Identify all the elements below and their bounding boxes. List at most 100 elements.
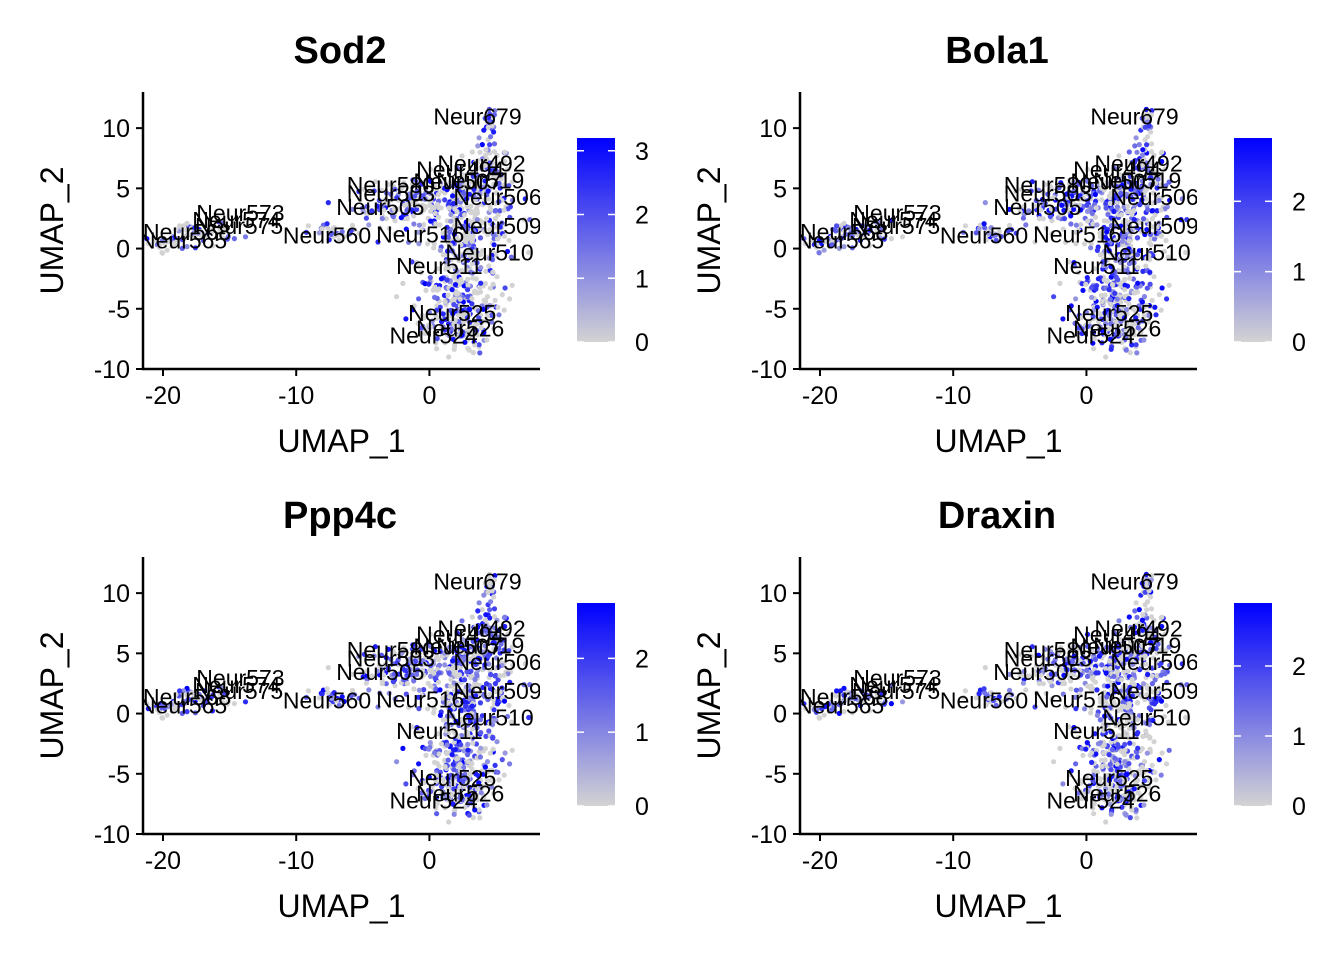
cell-point	[1068, 213, 1074, 219]
cell-point	[837, 688, 844, 694]
cell-point	[434, 811, 440, 817]
cell-point	[361, 651, 367, 658]
cell-point	[1122, 247, 1128, 253]
cell-point	[392, 696, 398, 702]
cell-point	[469, 726, 475, 732]
cell-point	[450, 761, 456, 768]
legend-tick-label: 2	[635, 645, 649, 673]
cell-point	[1068, 768, 1074, 774]
cell-point	[459, 797, 465, 803]
cell-point	[1108, 302, 1114, 308]
cell-point	[486, 196, 492, 202]
cell-point	[1091, 801, 1097, 807]
cell-point	[194, 229, 200, 235]
cell-point	[458, 742, 464, 748]
cell-point	[496, 312, 502, 318]
cell-point	[1140, 681, 1147, 687]
cell-point	[998, 233, 1004, 240]
cell-point	[419, 667, 425, 673]
cell-point	[1111, 733, 1117, 739]
cell-point	[1115, 707, 1121, 713]
cell-point	[491, 326, 497, 332]
cell-point	[204, 234, 210, 240]
cell-point	[1152, 169, 1158, 175]
cluster-label: Neur575	[852, 213, 940, 239]
cell-point	[1115, 661, 1121, 667]
cell-point	[432, 294, 438, 300]
cell-point	[1134, 191, 1140, 197]
cell-point	[477, 284, 483, 290]
cell-point	[1107, 296, 1113, 302]
cell-point	[487, 119, 493, 125]
cell-point	[502, 623, 508, 630]
cell-point	[1066, 672, 1072, 678]
cell-point	[202, 688, 208, 694]
cell-point	[1158, 698, 1165, 704]
cell-point	[447, 242, 453, 248]
cell-point	[427, 323, 434, 330]
cell-point	[465, 332, 471, 338]
cell-point	[1149, 208, 1155, 214]
cell-point	[485, 231, 491, 238]
cluster-label: Neur510	[445, 705, 533, 731]
cell-point	[1151, 152, 1157, 158]
cell-point	[1088, 241, 1094, 247]
cell-point	[866, 708, 873, 714]
cell-point	[1053, 671, 1059, 677]
cell-point	[423, 287, 429, 293]
legend-tick-label: 1	[1292, 259, 1306, 287]
cell-point	[1086, 783, 1092, 789]
cell-point	[1132, 308, 1139, 314]
cell-point	[1164, 679, 1170, 686]
cell-point	[1141, 294, 1148, 300]
cell-point	[477, 252, 484, 258]
cell-point	[1145, 134, 1151, 140]
y-tick-label: 10	[102, 580, 130, 608]
cell-point	[1140, 318, 1146, 324]
cell-point	[455, 290, 461, 296]
cell-point	[1121, 780, 1128, 786]
cell-point	[1156, 757, 1162, 763]
cell-point	[1104, 229, 1110, 235]
cell-point	[448, 791, 454, 797]
cell-point	[473, 661, 479, 668]
cell-point	[1017, 209, 1023, 215]
cell-point	[526, 249, 532, 256]
cell-point	[1150, 190, 1156, 196]
cell-point	[421, 672, 427, 678]
cell-point	[451, 696, 457, 702]
cluster-label: Neur519	[1093, 167, 1181, 193]
cell-point	[451, 316, 457, 323]
cell-point	[493, 689, 499, 695]
cell-point	[822, 704, 828, 710]
cell-point	[461, 283, 467, 289]
cell-point	[1013, 695, 1019, 701]
cell-point	[1136, 607, 1142, 613]
cell-point	[1146, 784, 1152, 790]
cell-point	[451, 182, 457, 188]
cell-point	[1148, 242, 1154, 248]
cell-point	[486, 106, 492, 112]
cell-point	[376, 662, 382, 669]
cell-point	[474, 217, 480, 223]
cell-point	[1154, 689, 1160, 695]
cell-point	[899, 234, 906, 240]
cell-point	[445, 713, 451, 719]
cell-point	[996, 229, 1002, 235]
cluster-label: Neur575	[195, 678, 283, 704]
cell-point	[983, 702, 989, 708]
cell-point	[1164, 214, 1170, 220]
cell-point	[1068, 678, 1074, 684]
cell-point	[1166, 747, 1172, 753]
cell-point	[404, 216, 411, 222]
cluster-label: Neur679	[1090, 104, 1178, 130]
cluster-label: Neur505	[993, 194, 1081, 220]
cell-point	[1092, 266, 1098, 272]
cell-point	[998, 698, 1004, 705]
cell-point	[1089, 183, 1095, 189]
x-axis-title: UMAP_1	[934, 888, 1062, 924]
cell-point	[416, 761, 422, 767]
cell-point	[1036, 203, 1042, 209]
cell-point	[1134, 149, 1140, 155]
cell-point	[494, 236, 501, 242]
